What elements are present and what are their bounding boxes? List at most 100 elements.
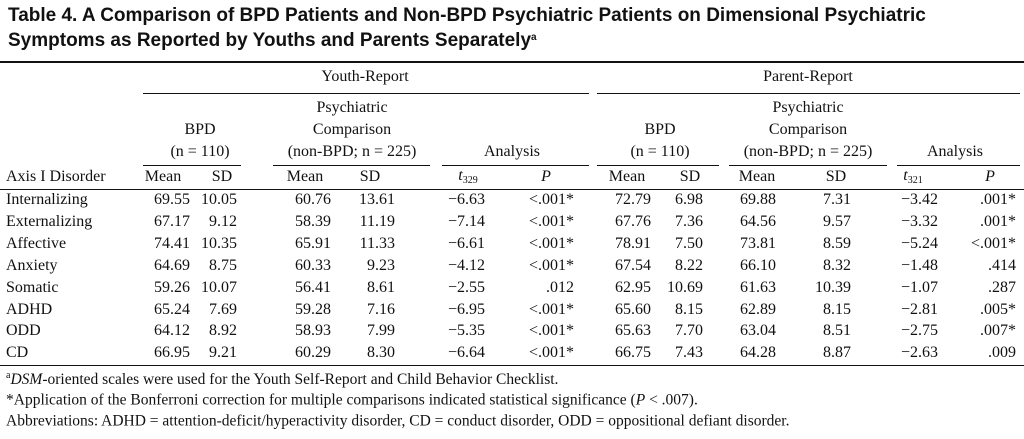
row-label: ADHD	[6, 300, 53, 318]
table-cell: −6.63	[447, 191, 485, 208]
table-cell: 7.16	[367, 300, 395, 318]
subgroup-heading: Psychiatric	[316, 99, 388, 116]
table-cell: 65.60	[615, 300, 651, 318]
column-header-subscript: 321	[907, 175, 923, 186]
table-cell: 65.63	[615, 322, 651, 340]
table-cell: 8.59	[823, 234, 851, 252]
table-cell: 61.63	[740, 278, 776, 296]
subgroup-rule	[143, 165, 241, 166]
column-header: P	[541, 169, 551, 185]
table-cell: 72.79	[615, 191, 651, 208]
group-rule	[597, 93, 1020, 94]
subgroup-heading: Comparison	[768, 121, 848, 138]
table-cell: <.001*	[528, 300, 574, 318]
table-cell: −6.61	[447, 234, 485, 252]
row-label: CD	[6, 344, 29, 362]
table-cell: −1.48	[900, 256, 938, 274]
table-cell: −2.81	[900, 300, 938, 318]
table-cell: 69.55	[154, 191, 190, 208]
footnote-text: DSM	[10, 370, 43, 388]
table-cell: 10.35	[201, 234, 237, 252]
footnote-text: *Application of the Bonferroni correctio…	[6, 391, 636, 409]
column-header-text: SD	[211, 168, 233, 185]
table-cell: 59.28	[295, 300, 331, 318]
subgroup-heading: (non-BPD; n = 225)	[743, 143, 873, 160]
table-cell: −4.12	[447, 256, 485, 274]
table-cell: −3.32	[900, 212, 938, 230]
column-header-subscript: 329	[462, 175, 478, 186]
column-header-text: Mean	[286, 168, 324, 185]
table-cell: 60.33	[295, 256, 331, 274]
subgroup-heading: Comparison	[312, 121, 392, 138]
table-cell: 9.12	[209, 212, 237, 230]
table-cell: 59.26	[154, 278, 190, 296]
column-header-text: P	[541, 168, 551, 185]
table-cell: 63.04	[740, 322, 776, 340]
table-cell: −6.95	[447, 300, 485, 318]
footnote-text: a	[6, 369, 11, 381]
table-cell: 7.69	[209, 300, 237, 318]
group-heading: Youth-Report	[321, 68, 409, 85]
column-header-text: t	[458, 167, 463, 184]
table-cell: −1.07	[900, 278, 938, 296]
row-label: Internalizing	[6, 191, 88, 208]
subgroup-heading: Psychiatric	[772, 99, 844, 116]
footnote-text: -oriented scales were used for the Youth…	[42, 370, 559, 388]
table-cell: 60.29	[295, 344, 331, 362]
subgroup-rule	[597, 165, 719, 166]
table-cell: 7.50	[675, 234, 703, 252]
table-cell: 64.28	[740, 344, 776, 362]
column-header-text: P	[985, 168, 995, 185]
table-cell: −2.63	[900, 344, 938, 362]
table-cell: 8.87	[823, 344, 851, 362]
table-cell: 13.61	[359, 191, 395, 208]
table-cell: <.001*	[528, 344, 574, 362]
table-cell: 62.95	[615, 278, 651, 296]
column-header: Axis I Disorder	[6, 169, 106, 185]
column-header: t329	[458, 168, 477, 186]
table-cell: 7.31	[823, 191, 851, 208]
table-cell: 58.39	[295, 212, 331, 230]
subgroup-heading: BPD	[184, 121, 216, 138]
header-rule	[0, 189, 1024, 190]
table-cell: <.001*	[528, 256, 574, 274]
table-cell: 65.91	[295, 234, 331, 252]
table-cell: −2.75	[900, 322, 938, 340]
table-cell: <.001*	[970, 234, 1016, 252]
table-cell: 8.51	[823, 322, 851, 340]
footnote-text: P	[635, 391, 646, 409]
column-header-text: SD	[825, 168, 847, 185]
subgroup-rule	[897, 165, 1020, 166]
table-cell: 8.75	[209, 256, 237, 274]
table-cell: .414	[988, 256, 1016, 274]
table-cell: 66.95	[154, 344, 190, 362]
column-header-text: Mean	[738, 168, 776, 185]
table-cell: 69.88	[740, 191, 776, 208]
column-header: Mean	[287, 169, 323, 185]
row-label: Anxiety	[6, 256, 58, 274]
table-cell: −2.55	[447, 278, 485, 296]
table-cell: 8.15	[675, 300, 703, 318]
table-cell: −3.42	[900, 191, 938, 208]
table-cell: −7.14	[447, 212, 485, 230]
table-cell: 7.70	[675, 322, 703, 340]
table-cell: .009	[988, 344, 1016, 362]
table-cell: 9.21	[209, 344, 237, 362]
subgroup-heading: BPD	[644, 121, 676, 138]
table-cell: .007*	[980, 322, 1016, 340]
table-cell: 66.75	[615, 344, 651, 362]
column-header: SD	[212, 169, 232, 185]
table-cell: 9.57	[823, 212, 851, 230]
bottom-rule	[0, 365, 1024, 366]
table-cell: 10.07	[201, 278, 237, 296]
table-cell: 11.33	[359, 234, 395, 252]
column-header-text: SD	[679, 168, 701, 185]
table-cell: 6.98	[675, 191, 703, 208]
footnote: Abbreviations: ADHD = attention-deficit/…	[6, 413, 789, 429]
table-cell: 64.12	[154, 322, 190, 340]
column-header-text: Mean	[144, 168, 182, 185]
table-cell: −5.24	[900, 234, 938, 252]
table-cell: .001*	[980, 191, 1016, 208]
table-cell: 74.41	[154, 234, 190, 252]
table-cell: 8.15	[823, 300, 851, 318]
